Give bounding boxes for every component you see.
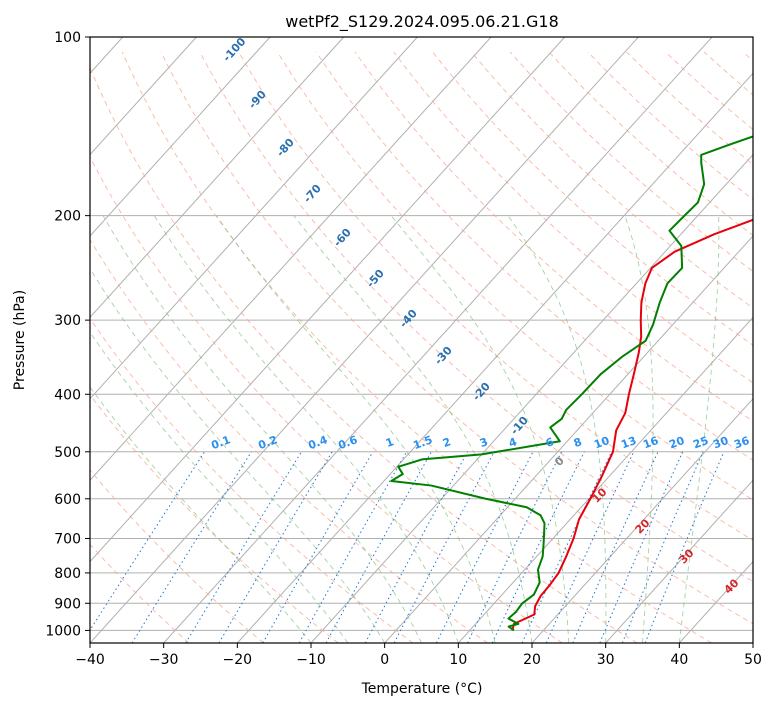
y-tick-label: 600 <box>54 492 81 508</box>
background-lines <box>90 37 753 643</box>
mixing-ratio-label: 30 <box>711 434 730 452</box>
mixing-ratio-line <box>521 451 613 643</box>
x-tick-label: 0 <box>380 652 389 668</box>
x-tick-label: −20 <box>223 652 253 668</box>
y-tick-label: 300 <box>54 313 81 329</box>
x-tick-label: 30 <box>597 652 615 668</box>
moist-adiabat-line <box>507 215 607 643</box>
y-tick-label: 400 <box>54 387 81 403</box>
y-tick-label: 900 <box>54 596 81 612</box>
mixing-ratio-label: 16 <box>641 434 660 452</box>
dry-adiabat-line <box>90 238 488 643</box>
mixing-ratio-label: 2 <box>441 435 453 450</box>
y-axis: 1000 900 800 700 600 500 400 300 200 100 <box>45 30 90 639</box>
mixing-ratio-line <box>491 451 585 643</box>
y-tick-label: 700 <box>54 532 81 548</box>
moist-adiabat-line <box>153 215 459 643</box>
dry-adiabat-line <box>90 394 339 643</box>
isotherm-line <box>90 37 418 400</box>
y-tick-label: 800 <box>54 566 81 582</box>
dry-adiabat-line <box>277 51 753 501</box>
dry-adiabat-line <box>160 51 753 625</box>
mixing-ratio-line <box>364 451 469 643</box>
profile-series-line <box>511 218 753 631</box>
mixing-ratio-label: 1.5 <box>411 433 434 452</box>
mixing-ratio-line <box>218 451 333 643</box>
dry-adiabat-line <box>90 66 638 643</box>
y-tick-label: 500 <box>54 445 81 461</box>
x-axis: −40 −30 −20 −10 0 10 20 30 40 50 <box>75 643 762 668</box>
mixing-ratio-label: 36 <box>732 434 751 452</box>
dry-adiabat-line <box>90 469 264 643</box>
x-tick-label: 10 <box>449 652 467 668</box>
moist-adiabat-line <box>90 331 349 643</box>
mixing-ratio-label: 0.6 <box>336 433 359 452</box>
isotherm-line <box>531 398 753 643</box>
dry-adiabat-line <box>121 51 712 643</box>
moist-adiabat-line <box>624 215 654 643</box>
mixing-ratio-label: 20 <box>667 434 686 452</box>
dry-adiabat-line <box>90 317 414 643</box>
mixing-ratio-line <box>131 451 252 643</box>
mixing-ratio-label: 25 <box>691 434 710 451</box>
moist-adiabat-line <box>390 215 570 643</box>
moist-adiabat-line <box>678 215 720 643</box>
moist-adiabat-line <box>216 215 496 643</box>
isotherm-line <box>90 37 197 156</box>
mixing-ratio-label: 13 <box>619 434 638 451</box>
plot-frame <box>89 36 754 644</box>
isotherm-line <box>90 37 345 319</box>
mixing-ratio-label: 6 <box>544 435 556 450</box>
x-tick-label: −10 <box>296 652 326 668</box>
isotherm-line <box>90 37 566 563</box>
isotherm-line <box>163 37 713 643</box>
y-axis-label: Pressure (hPa) <box>12 290 28 390</box>
mixing-ratio-label: 8 <box>572 435 584 450</box>
y-tick-label: 200 <box>54 209 81 225</box>
isotherm-line <box>236 72 753 643</box>
mixing-ratio-line <box>262 451 374 643</box>
mixing-ratio-label: 1 <box>384 435 396 450</box>
isotherm-line <box>90 37 492 481</box>
x-tick-label: 50 <box>744 652 762 668</box>
x-tick-label: −30 <box>149 652 179 668</box>
mixing-ratio-label: 4 <box>507 435 519 450</box>
mixing-ratio-label: 3 <box>478 435 490 450</box>
mixing-ratio-label: 0.2 <box>256 433 279 452</box>
dry-adiabat-line <box>432 51 753 346</box>
y-tick-label: 1000 <box>45 623 81 639</box>
isotherm-line <box>384 235 753 643</box>
mixing-ratio-line <box>545 451 635 643</box>
chart-title: wetPf2_S129.2024.095.06.21.G18 <box>285 12 559 32</box>
mixing-ratio-label: 0.1 <box>209 433 232 452</box>
y-tick-label: 100 <box>54 30 81 46</box>
isotherm-line <box>605 479 753 643</box>
mixing-ratio-line <box>467 451 563 643</box>
mixing-ratio-label: 0.4 <box>306 433 329 452</box>
mixing-ratio-line <box>185 451 302 643</box>
profile-series-line <box>390 135 753 632</box>
profile-lines <box>390 135 753 632</box>
x-axis-label: Temperature (°C) <box>361 681 483 697</box>
dry-adiabat-line <box>315 51 753 461</box>
isotherm-line <box>90 37 271 237</box>
x-tick-label: 20 <box>523 652 541 668</box>
x-tick-label: 40 <box>670 652 688 668</box>
x-tick-label: −40 <box>75 652 105 668</box>
isotherm-line <box>457 316 753 643</box>
mixing-ratio-label: 10 <box>592 434 611 452</box>
moist-adiabat-line <box>90 386 312 643</box>
moist-adiabat-line <box>293 215 533 643</box>
dry-adiabat-line <box>90 155 563 643</box>
isotherm-line <box>90 37 639 643</box>
mixing-ratio-line <box>90 451 205 632</box>
